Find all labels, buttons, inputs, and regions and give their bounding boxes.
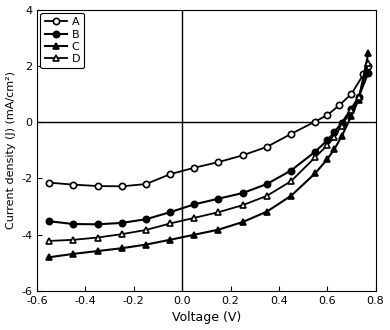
C: [47, 255, 51, 259]
C: [339, 134, 344, 138]
B: [240, 191, 245, 195]
C: [216, 228, 221, 232]
A: [349, 92, 354, 96]
A: [325, 113, 330, 117]
D: [144, 228, 148, 232]
A: [289, 132, 293, 136]
C: [95, 249, 100, 253]
C: [264, 210, 269, 214]
Line: A: A: [46, 63, 371, 189]
C: [332, 147, 337, 151]
A: [264, 145, 269, 149]
C: [71, 252, 76, 256]
C: [289, 194, 293, 198]
C: [325, 157, 330, 161]
B: [332, 130, 337, 134]
B: [47, 219, 51, 223]
B: [366, 71, 370, 75]
D: [95, 236, 100, 240]
D: [339, 123, 344, 127]
C: [349, 114, 354, 118]
D: [240, 203, 245, 207]
B: [144, 217, 148, 221]
D: [289, 179, 293, 183]
X-axis label: Voltage (V): Voltage (V): [172, 312, 241, 324]
D: [313, 155, 317, 159]
A: [47, 181, 51, 185]
A: [366, 64, 370, 68]
A: [313, 119, 317, 123]
B: [313, 150, 317, 154]
D: [325, 143, 330, 147]
B: [71, 222, 76, 226]
B: [349, 107, 354, 111]
A: [337, 103, 342, 107]
D: [366, 61, 370, 65]
D: [119, 232, 124, 236]
C: [119, 246, 124, 250]
C: [366, 51, 370, 55]
A: [361, 72, 366, 76]
A: [216, 160, 221, 164]
A: [192, 166, 197, 170]
D: [349, 108, 354, 112]
D: [216, 210, 221, 214]
B: [168, 210, 172, 214]
D: [264, 194, 269, 198]
C: [192, 233, 197, 237]
D: [47, 239, 51, 243]
C: [240, 220, 245, 224]
A: [168, 172, 172, 176]
C: [313, 171, 317, 175]
B: [264, 182, 269, 186]
D: [192, 216, 197, 220]
Y-axis label: Current density (J) (mA/cm²): Current density (J) (mA/cm²): [5, 71, 16, 229]
B: [325, 139, 330, 143]
C: [168, 238, 172, 242]
Line: D: D: [46, 59, 372, 245]
B: [356, 95, 361, 99]
A: [119, 184, 124, 188]
A: [71, 182, 76, 186]
Line: B: B: [46, 70, 371, 227]
A: [95, 184, 100, 188]
B: [339, 121, 344, 125]
A: [144, 182, 148, 186]
D: [71, 238, 76, 242]
B: [95, 222, 100, 226]
B: [216, 197, 221, 201]
C: [356, 98, 361, 102]
D: [356, 95, 361, 99]
B: [192, 202, 197, 206]
D: [168, 221, 172, 225]
Legend: A, B, C, D: A, B, C, D: [41, 13, 85, 68]
B: [119, 221, 124, 225]
Line: C: C: [46, 50, 372, 261]
D: [332, 135, 337, 139]
A: [240, 153, 245, 157]
C: [144, 243, 148, 247]
B: [289, 169, 293, 173]
